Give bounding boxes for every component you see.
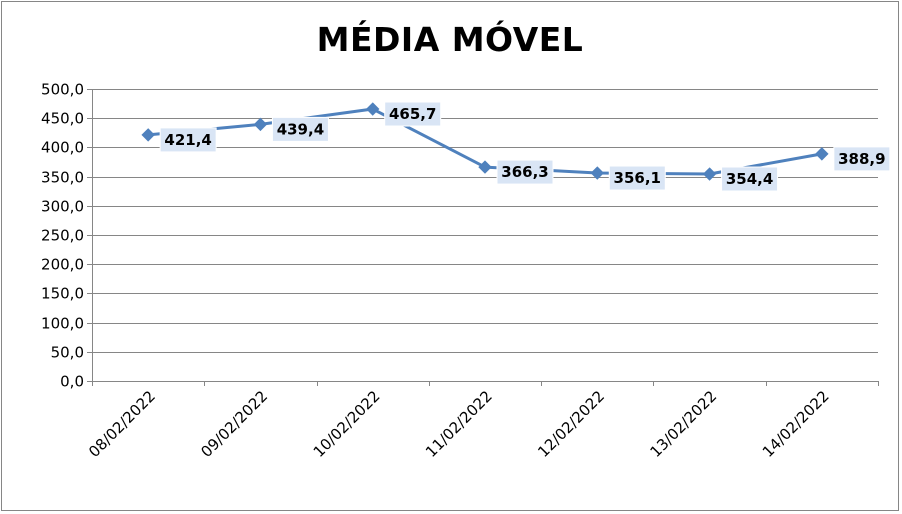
y-tick-label: 300,0 — [41, 198, 84, 216]
data-point-marker[interactable] — [366, 102, 380, 116]
x-tick-label: 12/02/2022 — [534, 387, 608, 461]
y-tick-label: 250,0 — [41, 227, 84, 245]
data-label: 439,4 — [277, 120, 324, 138]
y-tick-label: 150,0 — [41, 285, 84, 303]
data-label-box — [833, 146, 891, 172]
data-label-box — [159, 127, 217, 153]
data-label-box — [721, 166, 779, 192]
data-point-marker[interactable] — [253, 117, 268, 132]
y-tick-label: 200,0 — [41, 256, 84, 274]
y-tick-label: 400,0 — [41, 139, 84, 157]
y-tick-label: 500,0 — [41, 81, 84, 99]
y-tick-label: 450,0 — [41, 110, 84, 128]
data-label: 366,3 — [501, 163, 548, 181]
data-point-marker[interactable] — [478, 160, 492, 174]
data-label-box — [384, 101, 442, 127]
x-tick-label: 14/02/2022 — [759, 387, 833, 461]
data-label-box — [608, 165, 666, 191]
x-tick-label: 11/02/2022 — [422, 387, 496, 461]
y-tick-label: 0,0 — [60, 373, 84, 391]
data-label-box — [496, 159, 554, 185]
chart-title: MÉDIA MÓVEL — [316, 20, 584, 59]
x-tick-label: 09/02/2022 — [197, 387, 271, 461]
data-label-box — [271, 116, 329, 142]
x-tick-label: 08/02/2022 — [85, 387, 159, 461]
data-point-marker[interactable] — [815, 147, 829, 161]
x-tick-label: 10/02/2022 — [310, 387, 384, 461]
data-point-marker[interactable] — [590, 166, 604, 180]
y-tick-label: 350,0 — [41, 169, 84, 187]
data-label: 421,4 — [164, 131, 211, 149]
data-label: 465,7 — [389, 105, 436, 123]
data-label: 388,9 — [838, 150, 885, 168]
y-tick-label: 50,0 — [51, 344, 84, 362]
data-label: 356,1 — [614, 169, 661, 187]
y-tick-label: 100,0 — [41, 315, 84, 333]
data-label: 354,4 — [726, 170, 773, 188]
data-point-marker[interactable] — [141, 128, 155, 142]
data-point-marker[interactable] — [702, 167, 717, 181]
x-tick-label: 13/02/2022 — [647, 387, 721, 461]
